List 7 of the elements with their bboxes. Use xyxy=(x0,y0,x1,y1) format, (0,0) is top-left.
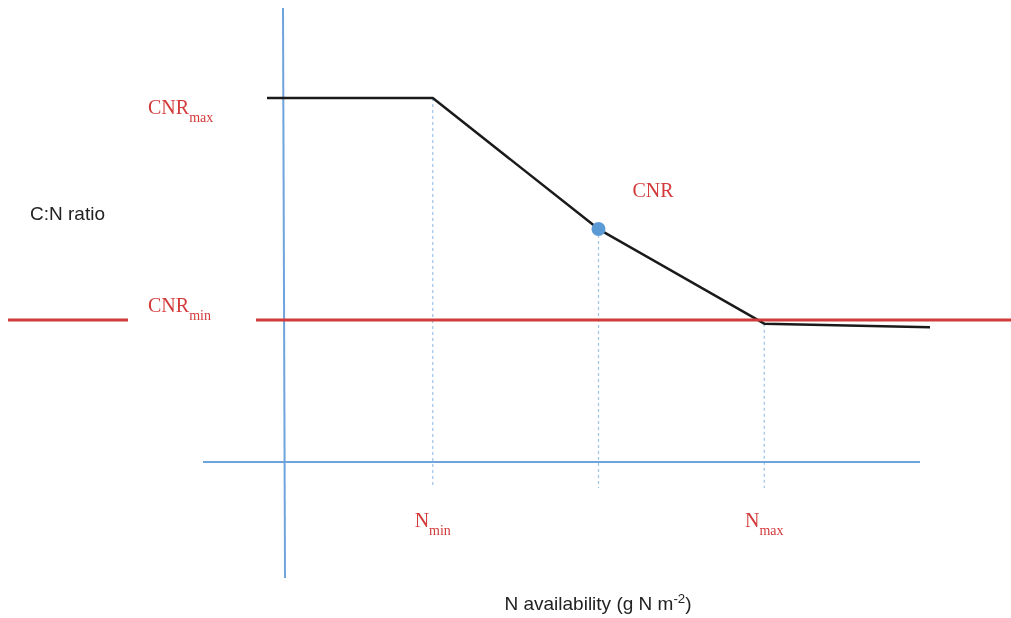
annotation: CNR xyxy=(632,179,675,202)
ref-line-label: CNR$_{min}$ xyxy=(148,294,211,323)
x-axis-title: N availability (g N m$^{-2}$) xyxy=(504,590,692,614)
x-tick-label: N$_{min}$ xyxy=(414,509,451,538)
x-tick-label: N$_{max}$ xyxy=(744,509,784,538)
text: CNR$_{max}$ xyxy=(148,96,214,125)
text: C:N ratio xyxy=(30,203,105,224)
